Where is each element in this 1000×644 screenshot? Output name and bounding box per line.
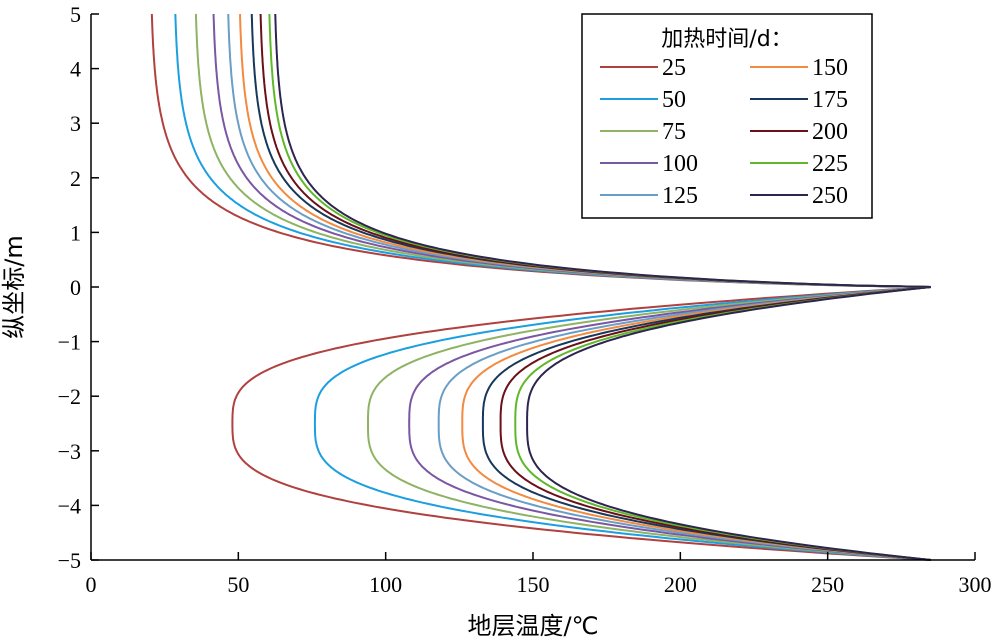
y-tick-label: −2 xyxy=(58,384,81,409)
x-tick-label: 300 xyxy=(959,572,992,597)
y-tick-label: 0 xyxy=(70,275,81,300)
plot-lines xyxy=(150,13,931,561)
legend-label-125: 125 xyxy=(662,183,698,209)
y-axis-title: 纵坐标/m xyxy=(0,235,28,338)
y-tick-label: 1 xyxy=(70,220,81,245)
legend-label-200: 200 xyxy=(812,119,848,145)
y-tick-label: −5 xyxy=(58,548,81,573)
x-tick-label: 150 xyxy=(517,572,550,597)
legend-title: 加热时间/d： xyxy=(661,27,792,52)
legend-box xyxy=(581,13,873,219)
x-tick-label: 250 xyxy=(811,572,844,597)
legend-label-150: 150 xyxy=(812,55,848,81)
legend-label-50: 50 xyxy=(662,87,686,113)
x-tick-label: 100 xyxy=(369,572,402,597)
legend-items: 25 50 75 100 125 150 175 200 225 250 xyxy=(600,55,848,209)
y-tick-label: 4 xyxy=(70,57,81,82)
y-tick-label: −3 xyxy=(58,439,81,464)
x-ticks: 0 50 100 150 200 250 300 xyxy=(86,552,992,597)
y-tick-label: 5 xyxy=(70,2,81,27)
legend-label-100: 100 xyxy=(662,151,698,177)
legend-label-250: 250 xyxy=(812,183,848,209)
x-tick-label: 50 xyxy=(227,572,249,597)
series-line-250 xyxy=(274,14,931,561)
y-tick-label: −4 xyxy=(58,493,81,518)
legend: 加热时间/d： 25 50 75 100 125 150 175 200 225 250 xyxy=(581,13,873,219)
legend-label-25: 25 xyxy=(662,55,686,81)
y-tick-label: 2 xyxy=(70,166,81,191)
y-tick-label: −1 xyxy=(58,330,81,355)
x-tick-label: 0 xyxy=(86,572,97,597)
legend-label-225: 225 xyxy=(812,151,848,177)
legend-label-175: 175 xyxy=(812,87,848,113)
x-axis-title: 地层温度/℃ xyxy=(467,612,598,640)
y-tick-label: 3 xyxy=(70,111,81,136)
x-tick-label: 200 xyxy=(664,572,697,597)
legend-label-75: 75 xyxy=(662,119,686,145)
y-ticks: 5 4 3 2 1 0 −1 −2 −3 −4 −5 xyxy=(58,2,99,573)
